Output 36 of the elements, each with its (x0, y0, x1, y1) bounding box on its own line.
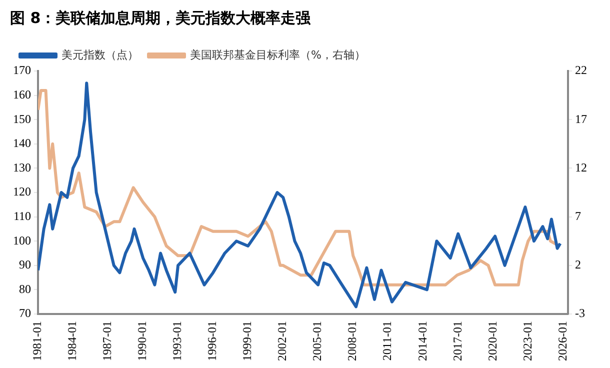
x-tick-label: 2011-01 (380, 321, 394, 361)
legend-label: 美国联邦基金目标利率（%，右轴） (190, 48, 366, 62)
y2-tick-label: 2 (575, 258, 581, 272)
y-tick-label: 160 (13, 87, 31, 102)
y2-tick-label: 17 (575, 112, 587, 126)
y2-tick-label: 22 (575, 63, 587, 78)
x-tick-label: 1981-01 (30, 321, 44, 362)
y-tick-label: 170 (13, 63, 31, 78)
x-tick-label: 1999-01 (240, 321, 254, 362)
x-tick-label: 2014-01 (415, 321, 430, 362)
chart-title: 图 8：美联储加息周期，美元指数大概率走强 (10, 8, 312, 27)
y2-tick-label: 7 (575, 208, 581, 223)
y-tick-label: 120 (13, 184, 31, 199)
x-tick-label: 2002-01 (275, 321, 290, 362)
x-tick-label: 1990-01 (135, 321, 150, 362)
x-tick-label: 2023-01 (520, 321, 534, 362)
y-tick-label: 80 (19, 282, 31, 296)
legend-label: 美元指数（点） (62, 48, 138, 62)
x-tick-label: 2026-01 (555, 321, 570, 362)
y-tick-label: 100 (13, 233, 31, 248)
x-tick-label: 2017-01 (450, 321, 464, 362)
x-tick-label: 2020-01 (485, 321, 500, 362)
y-tick-label: 130 (13, 160, 31, 174)
y2-tick-label: 12 (575, 160, 587, 174)
y-tick-label: 90 (19, 258, 31, 272)
x-tick-label: 1996-01 (205, 321, 220, 362)
x-tick-label: 1984-01 (65, 321, 80, 362)
y2-tick-label: -3 (575, 306, 585, 320)
y-tick-label: 110 (13, 208, 31, 223)
y-tick-label: 70 (19, 306, 31, 320)
y-tick-label: 150 (13, 112, 31, 126)
x-tick-label: 2008-01 (345, 321, 360, 362)
x-tick-label: 1993-01 (170, 321, 184, 362)
y-tick-label: 140 (13, 136, 31, 150)
x-tick-label: 2005-01 (310, 321, 324, 362)
x-tick-label: 1987-01 (100, 321, 114, 362)
